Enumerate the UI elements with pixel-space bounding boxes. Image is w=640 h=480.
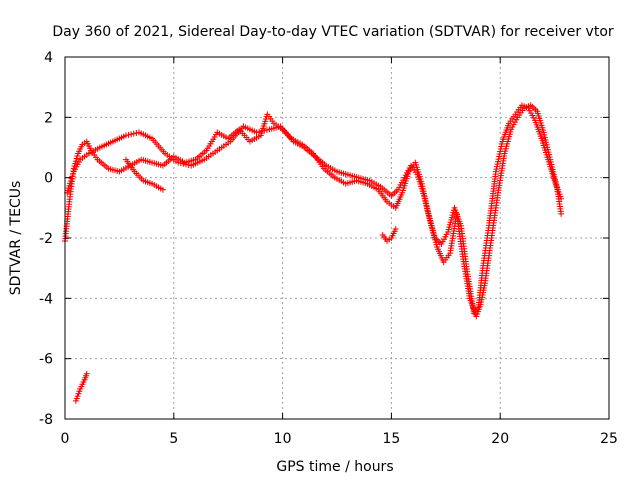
x-tick-label: 5 bbox=[169, 431, 178, 447]
data-point bbox=[73, 155, 80, 162]
x-tick-label: 20 bbox=[491, 431, 509, 447]
data-point bbox=[422, 195, 429, 202]
data-point bbox=[418, 180, 425, 187]
data-point bbox=[74, 153, 81, 160]
data-point bbox=[182, 161, 189, 168]
data-point bbox=[422, 198, 429, 205]
data-point bbox=[421, 190, 428, 197]
data-point bbox=[497, 148, 504, 155]
x-tick-label: 10 bbox=[274, 431, 292, 447]
data-point bbox=[392, 225, 399, 232]
data-point bbox=[256, 128, 263, 135]
data-point bbox=[159, 186, 166, 193]
data-point bbox=[128, 131, 135, 138]
axis-ticks bbox=[64, 56, 610, 420]
data-point bbox=[125, 131, 132, 138]
data-point bbox=[177, 160, 184, 167]
data-point bbox=[419, 185, 426, 192]
data-point bbox=[424, 205, 431, 212]
x-axis-title: GPS time / hours bbox=[276, 459, 393, 475]
data-point bbox=[495, 156, 502, 163]
data-point bbox=[83, 370, 90, 377]
data-point bbox=[494, 161, 501, 168]
data-point bbox=[419, 183, 426, 190]
data-point bbox=[495, 158, 502, 165]
x-tick-labels: 0 5 10 15 20 25 bbox=[61, 431, 618, 447]
data-point bbox=[72, 158, 79, 165]
data-point bbox=[261, 127, 268, 134]
data-point bbox=[180, 160, 187, 167]
data-point bbox=[122, 132, 129, 139]
chart-title: Day 360 of 2021, Sidereal Day-to-day VTE… bbox=[52, 24, 614, 40]
data-point bbox=[493, 163, 500, 170]
y-tick-label: -8 bbox=[39, 412, 53, 428]
data-point bbox=[498, 140, 505, 147]
data-points bbox=[62, 102, 565, 404]
y-tick-label: -4 bbox=[39, 291, 53, 307]
y-tick-label: -6 bbox=[39, 352, 53, 368]
y-tick-labels: -8 -6 -4 -2 0 2 4 bbox=[39, 50, 53, 428]
x-tick-label: 25 bbox=[600, 431, 618, 447]
data-point bbox=[421, 193, 428, 200]
data-point bbox=[253, 129, 260, 136]
data-point bbox=[493, 166, 500, 173]
x-tick-label: 15 bbox=[382, 431, 400, 447]
data-point bbox=[263, 127, 270, 134]
data-point bbox=[420, 188, 427, 195]
data-point bbox=[492, 168, 499, 175]
data-point bbox=[498, 143, 505, 150]
data-point bbox=[258, 128, 265, 135]
data-point bbox=[558, 195, 565, 202]
y-tick-label: 4 bbox=[44, 50, 53, 66]
x-tick-label: 0 bbox=[61, 431, 70, 447]
y-tick-label: -2 bbox=[39, 231, 53, 247]
y-tick-label: 2 bbox=[44, 110, 53, 126]
y-axis-title: SDTVAR / TECUs bbox=[8, 181, 24, 296]
data-point bbox=[497, 146, 504, 153]
data-point bbox=[424, 208, 431, 215]
data-point bbox=[423, 200, 430, 207]
data-point bbox=[130, 130, 137, 137]
data-point bbox=[558, 210, 565, 217]
data-point bbox=[175, 159, 182, 166]
y-tick-label: 0 bbox=[44, 171, 53, 187]
data-point bbox=[496, 151, 503, 158]
data-point bbox=[496, 153, 503, 160]
data-point bbox=[423, 203, 430, 210]
